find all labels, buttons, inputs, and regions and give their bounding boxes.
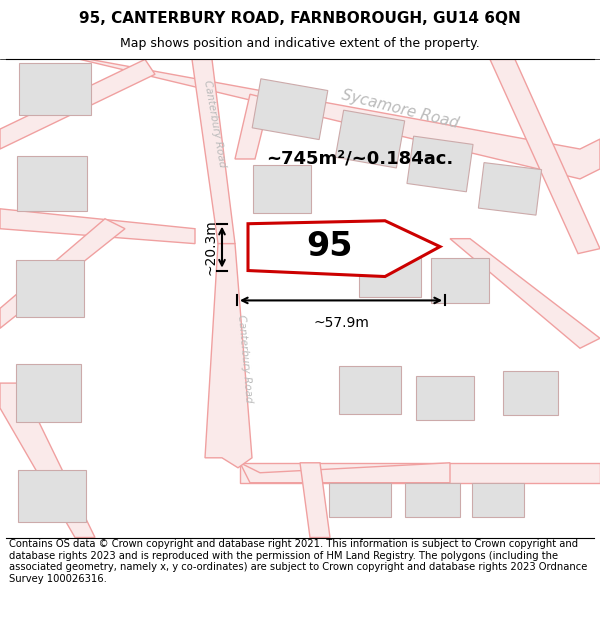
Text: ~20.3m: ~20.3m [203, 219, 217, 275]
Polygon shape [300, 462, 330, 538]
Polygon shape [478, 162, 542, 215]
Polygon shape [240, 462, 600, 482]
Polygon shape [17, 156, 87, 211]
Text: 95, CANTERBURY ROAD, FARNBOROUGH, GU14 6QN: 95, CANTERBURY ROAD, FARNBOROUGH, GU14 6… [79, 11, 521, 26]
Polygon shape [18, 470, 86, 521]
Polygon shape [248, 221, 440, 276]
Polygon shape [240, 462, 450, 482]
Text: Contains OS data © Crown copyright and database right 2021. This information is : Contains OS data © Crown copyright and d… [9, 539, 587, 584]
Polygon shape [359, 249, 421, 298]
Polygon shape [416, 376, 474, 421]
Polygon shape [16, 259, 84, 318]
Polygon shape [490, 59, 600, 254]
Text: Canterbury Road: Canterbury Road [202, 79, 227, 169]
Polygon shape [19, 63, 91, 115]
Polygon shape [404, 482, 460, 517]
Text: Canterbury Road: Canterbury Road [236, 314, 254, 402]
Polygon shape [0, 383, 95, 538]
Polygon shape [0, 219, 125, 328]
Polygon shape [235, 94, 270, 159]
Polygon shape [450, 239, 600, 348]
Polygon shape [80, 59, 600, 179]
Text: 95: 95 [307, 230, 353, 263]
Polygon shape [407, 136, 473, 192]
Text: ~745m²/~0.184ac.: ~745m²/~0.184ac. [266, 150, 454, 168]
Text: Map shows position and indicative extent of the property.: Map shows position and indicative extent… [120, 37, 480, 50]
Polygon shape [472, 482, 524, 517]
Polygon shape [0, 209, 195, 244]
Polygon shape [16, 364, 80, 422]
Polygon shape [335, 110, 404, 168]
Polygon shape [329, 482, 391, 517]
Text: Sycamore Road: Sycamore Road [340, 88, 460, 131]
Polygon shape [252, 79, 328, 139]
Polygon shape [431, 258, 489, 303]
Text: ~57.9m: ~57.9m [313, 316, 369, 331]
Polygon shape [205, 244, 252, 468]
Polygon shape [339, 366, 401, 414]
Polygon shape [253, 165, 311, 212]
Polygon shape [503, 371, 557, 416]
Polygon shape [0, 59, 155, 149]
Polygon shape [192, 59, 235, 244]
